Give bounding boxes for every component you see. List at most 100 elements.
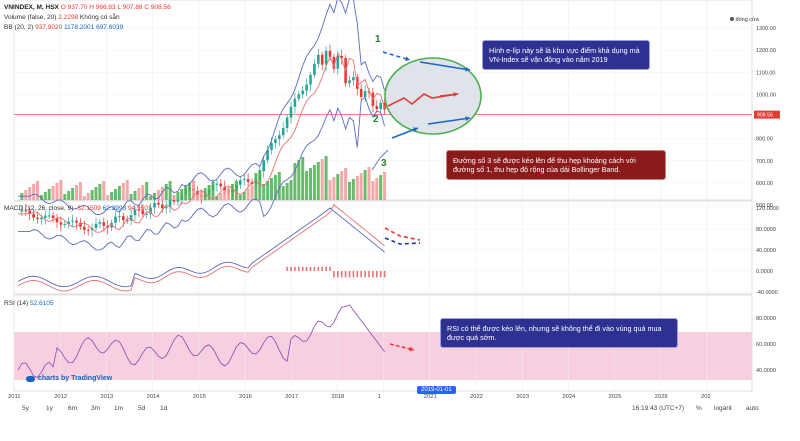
volume-bar bbox=[51, 186, 55, 200]
volume-bar bbox=[379, 175, 383, 200]
x-tick-label: 2023 bbox=[516, 394, 529, 400]
volume-note: Không có sẵn bbox=[79, 14, 120, 21]
macd-hist-bar bbox=[333, 271, 335, 278]
volume-bar bbox=[223, 190, 227, 200]
range-6m[interactable]: 6m bbox=[68, 405, 78, 412]
candle-body bbox=[352, 77, 355, 81]
log-toggle[interactable]: logarit bbox=[714, 405, 732, 412]
candle-body bbox=[375, 106, 379, 110]
volume-bar bbox=[43, 192, 47, 200]
volume-bar bbox=[28, 187, 32, 200]
line3-curve bbox=[371, 149, 389, 171]
candle-body bbox=[106, 225, 109, 228]
volume-bar bbox=[195, 194, 199, 200]
candle-body bbox=[114, 216, 117, 223]
candle-body bbox=[278, 135, 281, 140]
volume-bar bbox=[215, 196, 219, 200]
forecast-zigzag bbox=[387, 93, 459, 107]
volume-bar bbox=[340, 171, 344, 200]
rsi-tick-label: 60.0000 bbox=[756, 342, 776, 348]
candle-body bbox=[161, 204, 164, 209]
candle-body bbox=[359, 88, 363, 98]
volume-bar bbox=[172, 195, 176, 200]
candle-body bbox=[86, 229, 90, 231]
volume-bar bbox=[234, 181, 238, 200]
tradingview-logo[interactable]: charts by TradingView bbox=[26, 375, 112, 382]
volume-bar bbox=[98, 184, 102, 200]
candle-body bbox=[172, 200, 176, 202]
range-5y[interactable]: 5y bbox=[22, 405, 29, 412]
arrow-line1-a-head bbox=[405, 56, 410, 62]
volume-bar bbox=[192, 180, 195, 200]
volume-bar bbox=[149, 196, 153, 200]
macd-label: MACD (12, 26, close, 9) bbox=[4, 205, 74, 212]
volume-bar bbox=[289, 180, 293, 200]
arrow-line1-b bbox=[419, 61, 471, 71]
candle-body bbox=[196, 190, 199, 196]
volume-bar bbox=[47, 189, 51, 200]
candle-body bbox=[223, 186, 226, 191]
tradingview-label: charts by TradingView bbox=[38, 375, 113, 382]
arrow-line1-b-head bbox=[465, 66, 470, 72]
macd-hist-bar bbox=[321, 266, 323, 271]
macd-hist-bar bbox=[313, 266, 316, 271]
legend-close-label: đóng cửa bbox=[735, 17, 759, 23]
candle-body bbox=[133, 209, 137, 216]
candle-body bbox=[293, 98, 297, 107]
volume-bar bbox=[301, 157, 305, 200]
x-tick-label: 2012 bbox=[54, 394, 67, 400]
volume-bar bbox=[82, 196, 86, 200]
x-tick-label: 2013 bbox=[100, 394, 113, 400]
percent-toggle[interactable]: % bbox=[696, 405, 702, 412]
candle-body bbox=[28, 210, 31, 214]
macd-header: MACD (12, 26, close, 9) -32.1509 62.3993… bbox=[4, 205, 151, 213]
volume-bar bbox=[328, 180, 332, 200]
candle-body bbox=[309, 74, 312, 85]
x-tick-label: 2011 bbox=[8, 394, 20, 400]
range-3m[interactable]: 3m bbox=[91, 405, 101, 412]
macd-tick-label: 120.0000 bbox=[756, 206, 779, 212]
candle-body bbox=[122, 216, 125, 221]
x-tick-label: 2022 bbox=[470, 394, 483, 400]
candle-body bbox=[301, 90, 304, 95]
cloud-icon bbox=[26, 375, 35, 382]
arrow-line3-a-head bbox=[413, 127, 418, 132]
x-tick-label: 2024 bbox=[562, 394, 576, 400]
candle-body bbox=[289, 106, 293, 118]
candle-body bbox=[40, 217, 43, 220]
x-tick-label: 2016 bbox=[239, 394, 252, 400]
volume-bar bbox=[32, 184, 36, 200]
candle-body bbox=[383, 102, 386, 110]
price-tick-label: 1200.00 bbox=[756, 48, 776, 54]
macd-hist-bar bbox=[360, 271, 362, 278]
range-1d[interactable]: 1d bbox=[160, 405, 168, 412]
volume-bar bbox=[277, 172, 281, 200]
volume-header: Volume (false, 20) 2.2298 Không có sẵn bbox=[4, 14, 120, 22]
macd-hist-bar bbox=[329, 266, 331, 271]
range-5d[interactable]: 5d bbox=[138, 405, 146, 412]
volume-bar bbox=[180, 189, 184, 200]
candle-body bbox=[164, 206, 168, 209]
ohlc-low: L 907.88 bbox=[117, 4, 143, 11]
auto-toggle[interactable]: auto bbox=[746, 405, 759, 412]
bb-label: BB (20, 2) bbox=[4, 24, 34, 31]
macd-tick-label: 80.0000 bbox=[756, 227, 776, 233]
volume-bar bbox=[125, 180, 129, 200]
candle-body bbox=[274, 139, 277, 144]
volume-bar bbox=[238, 195, 242, 200]
candle-body bbox=[51, 215, 55, 219]
volume-bar bbox=[344, 168, 348, 200]
volume-bar bbox=[39, 195, 43, 200]
macd-hist-bar bbox=[356, 271, 359, 278]
range-1m[interactable]: 1m bbox=[114, 405, 124, 412]
ohlc-close: C 908.56 bbox=[144, 4, 171, 11]
macd-tick-label: 0.0000 bbox=[756, 269, 773, 275]
candle-body bbox=[153, 202, 156, 208]
macd-hist-bar bbox=[294, 266, 296, 271]
range-1y[interactable]: 1y bbox=[46, 405, 53, 412]
volume-bar bbox=[24, 190, 28, 200]
volume-bar bbox=[246, 189, 250, 200]
candle-body bbox=[75, 220, 78, 223]
candle-body bbox=[149, 207, 152, 214]
